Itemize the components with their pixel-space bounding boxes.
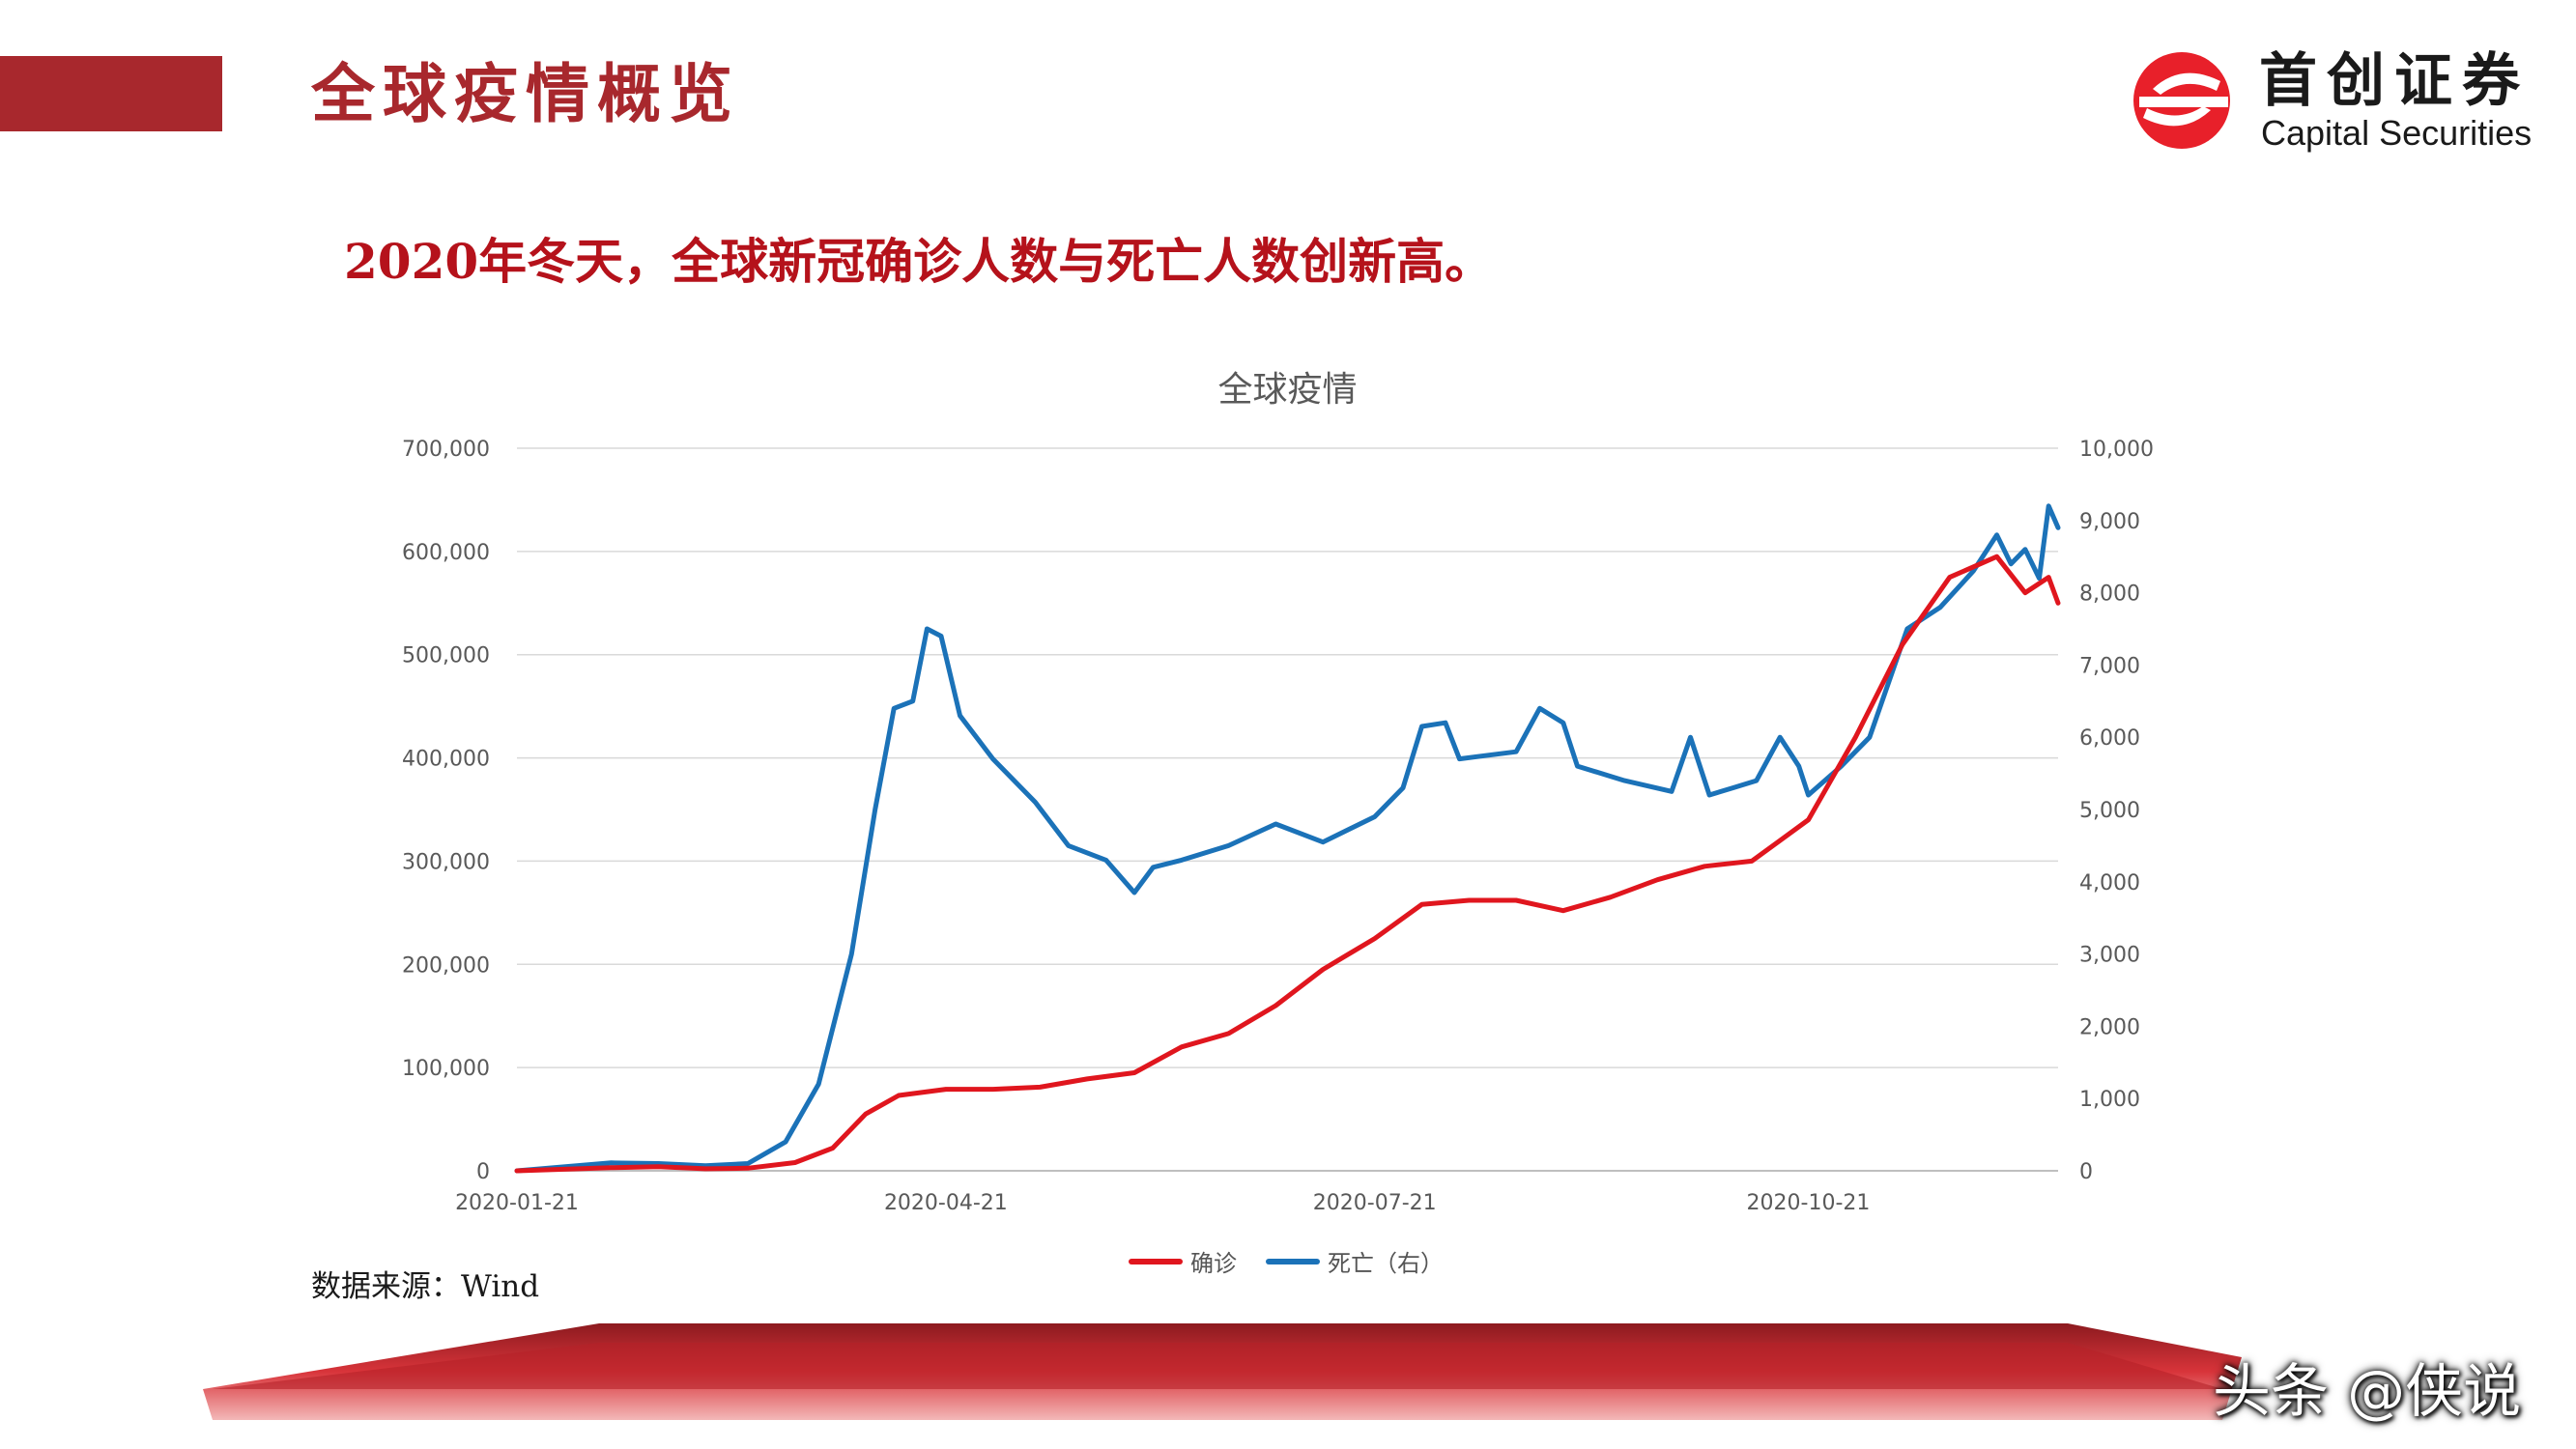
title-accent-bar [0,56,222,131]
legend-label-deaths: 死亡（右） [1328,1250,1444,1277]
left-axis-tick-label: 200,000 [402,953,490,978]
left-axis-tick-label: 600,000 [402,541,490,565]
right-axis-tick-label: 0 [2079,1160,2093,1184]
left-axis-tick-label: 0 [476,1160,490,1184]
right-axis-tick-label: 10,000 [2079,438,2154,462]
global-epidemic-chart: 全球疫情 0 100,000 200,000 300,000 400,000 500,000… [402,370,2154,1215]
series-line-deaths [514,503,2061,1174]
right-axis-tick-label: 6,000 [2079,726,2140,751]
x-axis-tick-label: 2020-01-21 [455,1191,579,1215]
legend-item-confirmed: 确诊 [1129,1244,1237,1278]
right-axis-tick-label: 1,000 [2079,1088,2140,1112]
x-axis-tick-label: 2020-04-21 [884,1191,1008,1215]
legend-label-confirmed: 确诊 [1190,1250,1237,1277]
logo-name-en: Capital Securities [2261,113,2533,153]
series-line-confirmed [514,554,2061,1174]
right-axis-tick-label: 9,000 [2079,510,2140,534]
page-title: 全球疫情概览 [311,56,740,131]
data-source-note: 数据来源：Wind [311,1269,540,1304]
left-axis-tick-label: 300,000 [402,850,490,874]
slide-subtitle: 2020年冬天，全球新冠确诊人数与死亡人数创新高。 [344,233,1494,290]
legend-item-deaths: 死亡（右） [1266,1244,1444,1278]
right-axis-tick-label: 8,000 [2079,582,2140,607]
legend-swatch-confirmed [1129,1258,1183,1264]
logo-name-cn: 首创证券 [2259,47,2530,115]
legend-swatch-deaths [1266,1258,1320,1264]
watermark-text: 头条 @侠说 [2213,1358,2522,1426]
x-axis-tick-label: 2020-10-21 [1747,1191,1871,1215]
bottom-decorative-band [203,1323,2242,1420]
right-axis-tick-label: 5,000 [2079,799,2140,823]
right-axis-tick-label: 3,000 [2079,944,2140,968]
x-axis-tick-label: 2020-07-21 [1313,1191,1437,1215]
right-axis-tick-label: 7,000 [2079,654,2140,678]
left-axis-tick-label: 500,000 [402,644,490,668]
company-logo: 首创证券 Capital Securities [2126,46,2551,153]
right-axis-tick-label: 4,000 [2079,871,2140,895]
chart-legend: 确诊 死亡（右） [1129,1244,1444,1278]
chart-title: 全球疫情 [1217,370,1357,410]
left-axis-tick-label: 400,000 [402,748,490,772]
capital-securities-logo-icon [2133,52,2230,149]
left-axis-tick-label: 700,000 [402,438,490,462]
right-axis-tick-label: 2,000 [2079,1015,2140,1039]
left-axis-tick-label: 100,000 [402,1057,490,1081]
